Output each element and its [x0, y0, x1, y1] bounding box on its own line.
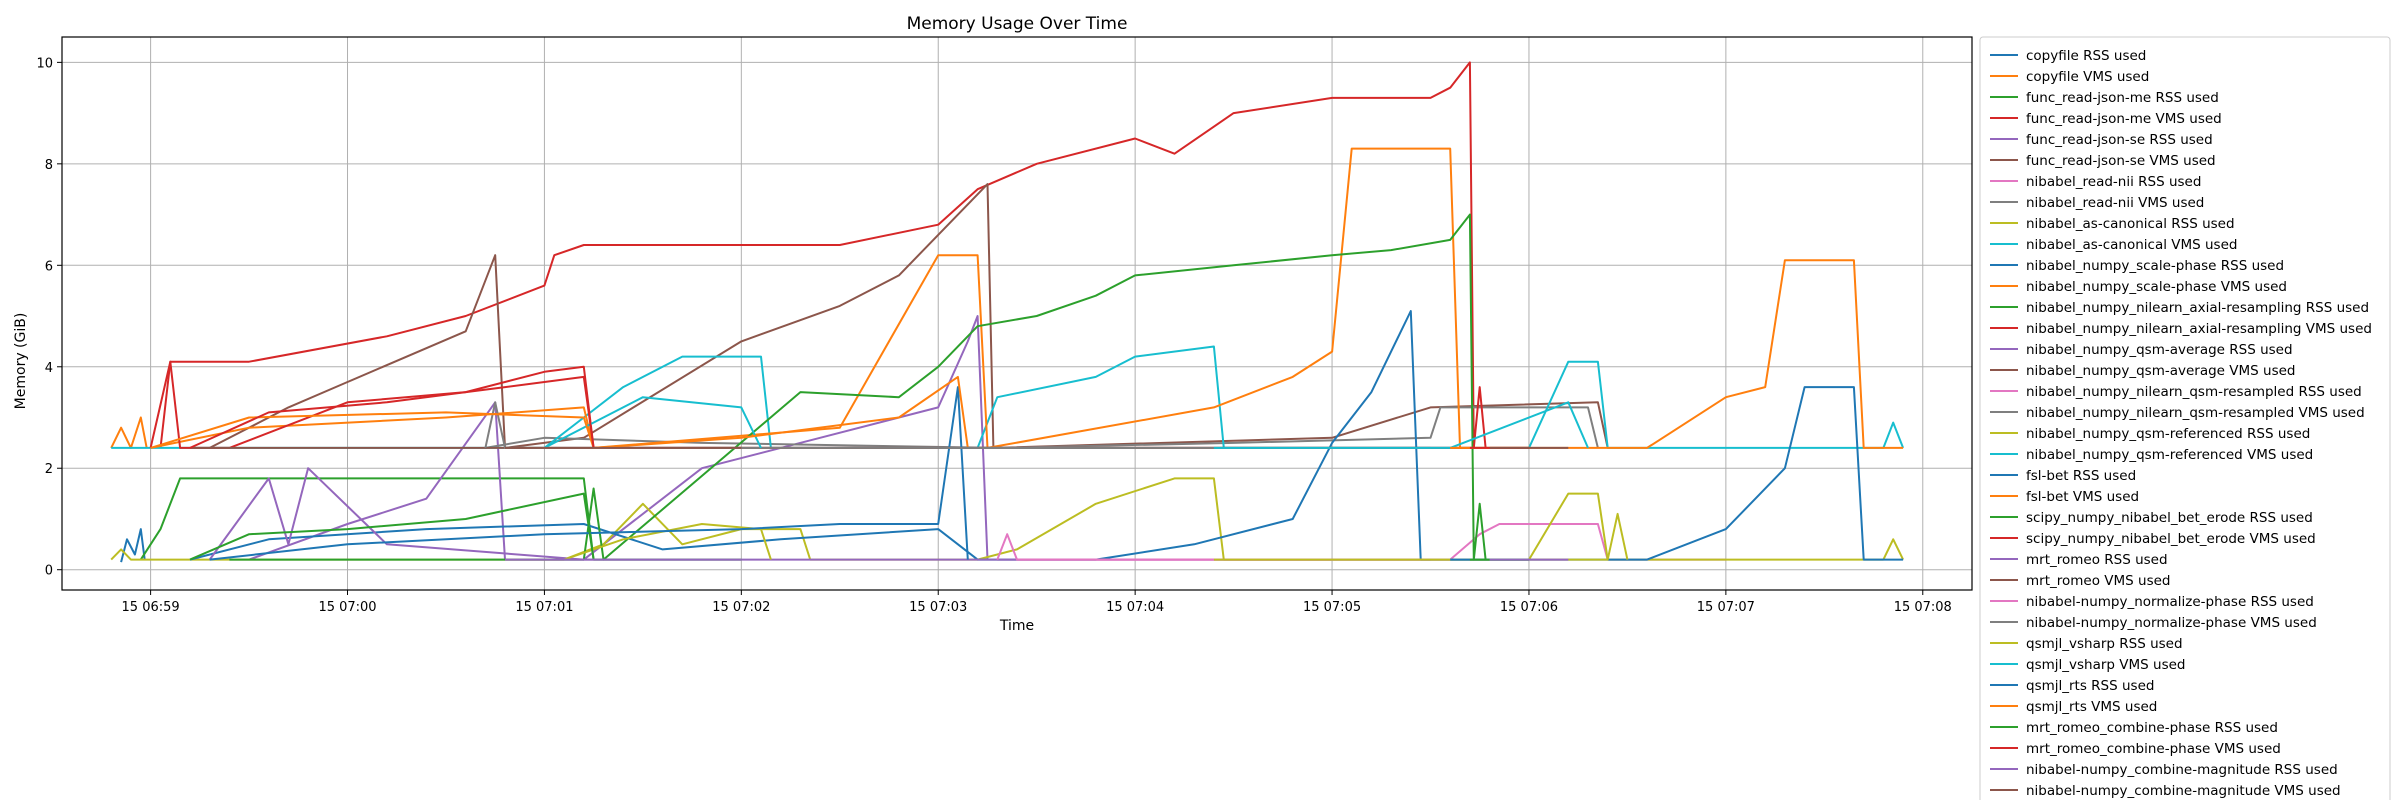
- legend-entry: scipy_numpy_nibabel_bet_erode VMS used: [2026, 531, 2316, 547]
- legend-entry: mrt_romeo_combine-phase RSS used: [2026, 720, 2278, 736]
- legend-entry: nibabel_read-nii VMS used: [2026, 195, 2204, 211]
- legend-entry: nibabel_numpy_nilearn_qsm-resampled VMS …: [2026, 405, 2365, 421]
- grid: [62, 37, 1972, 590]
- legend-entry: qsmjl_rts VMS used: [2026, 699, 2157, 715]
- series-layer: [110, 61, 1905, 563]
- x-tick-label: 15 06:59: [122, 600, 180, 615]
- legend-entry: nibabel-numpy_normalize-phase VMS used: [2026, 615, 2317, 631]
- y-tick-label: 2: [45, 462, 53, 477]
- x-axis-label: Time: [999, 618, 1034, 634]
- legend-entry: func_read-json-me VMS used: [2026, 111, 2222, 127]
- series-line-8: [110, 477, 1904, 561]
- x-tick-label: 15 07:02: [712, 600, 770, 615]
- legend: copyfile RSS used copyfile VMS used func_r…: [1979, 36, 2391, 804]
- chart-title: Memory Usage Over Time: [907, 14, 1128, 34]
- series-line-5: [209, 183, 1609, 449]
- legend-entry: mrt_romeo VMS used: [2026, 573, 2170, 589]
- series-line-29: [1213, 401, 1589, 449]
- legend-entry: copyfile VMS used: [2026, 69, 2149, 85]
- legend-entry: fsl-bet RSS used: [2026, 468, 2136, 484]
- x-tick-label: 15 07:00: [318, 600, 376, 615]
- series-line-11: [150, 147, 1904, 449]
- series-line-12: [229, 213, 1487, 561]
- x-tick-label: 15 07:08: [1894, 600, 1952, 615]
- x-axis: 15 06:59 15 07:00 15 07:01 15 07:02 15 07:03…: [122, 590, 1952, 615]
- series-line-10: [189, 310, 1904, 561]
- legend-entry: nibabel_numpy_nilearn_axial-resampling V…: [2026, 321, 2372, 337]
- x-tick-label: 15 07:07: [1697, 600, 1755, 615]
- y-tick-label: 0: [45, 564, 53, 579]
- legend-entry: mrt_romeo_combine-phase VMS used: [2026, 741, 2281, 757]
- legend-entry: nibabel_numpy_qsm-referenced RSS used: [2026, 426, 2310, 442]
- legend-entry: nibabel_numpy_qsm-referenced VMS used: [2026, 447, 2313, 463]
- y-axis: 0 2 4 6 8 10: [36, 56, 62, 579]
- series-line-4: [248, 315, 989, 561]
- series-line-2: [139, 477, 595, 561]
- x-tick-label: 15 07:03: [909, 600, 967, 615]
- legend-entry: nibabel_as-canonical VMS used: [2026, 237, 2237, 253]
- legend-entry: nibabel_numpy_scale-phase VMS used: [2026, 279, 2287, 295]
- y-axis-label: Memory (GiB): [13, 313, 29, 410]
- legend-entry: nibabel_numpy_scale-phase RSS used: [2026, 258, 2284, 274]
- legend-entry: func_read-json-se RSS used: [2026, 132, 2213, 148]
- legend-entry: nibabel_numpy_qsm-average RSS used: [2026, 342, 2293, 358]
- series-line-18: [563, 523, 772, 561]
- legend-entry: func_read-json-se VMS used: [2026, 153, 2216, 169]
- legend-entry: qsmjl_vsharp RSS used: [2026, 636, 2183, 652]
- x-tick-label: 15 07:06: [1500, 600, 1558, 615]
- legend-entry: qsmjl_vsharp VMS used: [2026, 657, 2185, 673]
- legend-entry: func_read-json-me RSS used: [2026, 90, 2219, 106]
- series-line-28: [1213, 512, 1629, 561]
- y-tick-label: 6: [45, 259, 53, 274]
- series-line-0: [120, 528, 146, 563]
- series-line-3: [159, 61, 1475, 449]
- legend-entry: nibabel-numpy_normalize-phase RSS used: [2026, 594, 2314, 610]
- legend-entry: fsl-bet VMS used: [2026, 489, 2139, 505]
- legend-entry: nibabel_numpy_nilearn_axial-resampling R…: [2026, 300, 2369, 316]
- series-line-9: [111, 345, 1905, 449]
- x-tick-label: 15 07:01: [515, 600, 573, 615]
- series-line-19: [543, 396, 762, 449]
- legend-entry: nibabel_as-canonical RSS used: [2026, 216, 2235, 232]
- legend-entry: copyfile RSS used: [2026, 48, 2146, 64]
- series-line-20: [209, 386, 969, 561]
- legend-entry: nibabel-numpy_combine-magnitude VMS used: [2026, 783, 2341, 799]
- legend-entry: nibabel_numpy_nilearn_qsm-resampled RSS …: [2026, 384, 2362, 400]
- y-tick-label: 4: [45, 361, 53, 376]
- y-tick-label: 8: [45, 158, 53, 173]
- legend-entry: qsmjl_rts RSS used: [2026, 678, 2154, 694]
- legend-entry: nibabel_read-nii RSS used: [2026, 174, 2201, 190]
- x-tick-label: 15 07:05: [1303, 600, 1361, 615]
- legend-entry: scipy_numpy_nibabel_bet_erode RSS used: [2026, 510, 2313, 526]
- plot-frame: [61, 36, 1973, 591]
- legend-box: [1979, 36, 2391, 804]
- legend-entry: nibabel_numpy_qsm-average VMS used: [2026, 363, 2296, 379]
- x-tick-label: 15 07:04: [1106, 600, 1164, 615]
- series-line-23: [189, 375, 595, 449]
- series-line-7: [485, 406, 1599, 449]
- legend-entry: mrt_romeo RSS used: [2026, 552, 2168, 568]
- legend-entry: nibabel-numpy_combine-magnitude RSS used: [2026, 762, 2338, 778]
- y-tick-label: 10: [36, 56, 53, 71]
